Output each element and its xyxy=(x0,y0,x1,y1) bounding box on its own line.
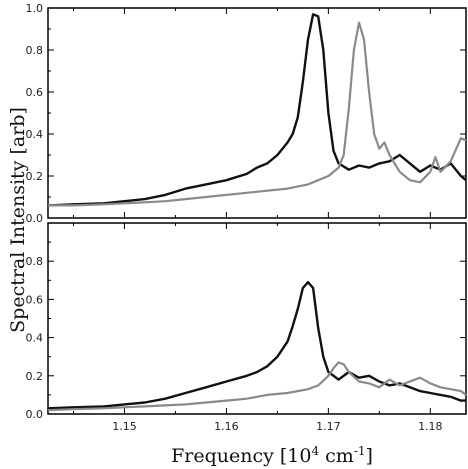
y-tick-label: 0.0 xyxy=(26,408,44,421)
x-tick-label: 1.18 xyxy=(418,420,443,433)
y-tick-label: 0.4 xyxy=(26,332,44,345)
y-tick-label: 0.8 xyxy=(26,44,44,57)
y-tick-label: 0.6 xyxy=(26,86,44,99)
top-panel: 0.0 0.2 0.4 0.6 0.8 1.0 xyxy=(26,2,467,225)
x-axis-label: Frequency [104 cm-1] xyxy=(171,444,373,467)
y-tick-label: 0.2 xyxy=(26,370,44,383)
bottom-panel: 0.0 0.2 0.4 0.6 0.8 1.15 1.16 1.17 1.18 xyxy=(26,222,467,433)
y-tick-label: 0.8 xyxy=(26,255,44,268)
plot-frame xyxy=(47,7,467,219)
y-axis-label: Spectral Intensity [arb] xyxy=(7,107,29,333)
y-tick-label: 0.2 xyxy=(26,170,44,183)
series-line-black xyxy=(47,13,467,207)
y-tick-label: 0.4 xyxy=(26,128,44,141)
x-tick-label: 1.15 xyxy=(112,420,137,433)
series-line-gray xyxy=(48,21,467,207)
y-tick-label: 1.0 xyxy=(26,2,44,15)
series-line-black xyxy=(47,281,466,410)
series-line-gray xyxy=(47,361,467,412)
x-tick-label: 1.16 xyxy=(214,420,239,433)
y-tick-label: 0.6 xyxy=(26,293,44,306)
y-tick-label: 0.0 xyxy=(26,212,44,225)
x-tick-label: 1.17 xyxy=(316,420,341,433)
